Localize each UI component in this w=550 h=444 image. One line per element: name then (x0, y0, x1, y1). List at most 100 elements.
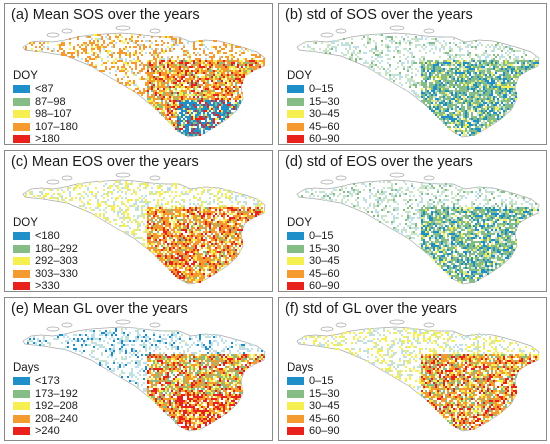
phenology-pixels (303, 34, 539, 136)
island-outline (46, 326, 60, 332)
island-outline (149, 322, 161, 328)
island-outline (115, 25, 131, 31)
legend-item: 15–30 (287, 243, 340, 256)
legend-label: 87–98 (35, 95, 66, 108)
legend-title: DOY (13, 217, 38, 229)
map-std-eos (296, 172, 540, 285)
legend-label: >330 (35, 280, 60, 292)
legend-label: 98–107 (35, 108, 72, 121)
legend-swatch (13, 427, 30, 436)
legend-label: 60–90 (309, 133, 340, 145)
legend: DOY <180 180–292 292–303 303–330 >330 (13, 217, 78, 292)
phenology-pixels (25, 181, 265, 283)
legend-item: >180 (13, 133, 78, 144)
legend-swatch (13, 85, 30, 94)
legend-label: 173–192 (35, 387, 78, 400)
legend-swatch (13, 269, 30, 278)
legend-label: 45–60 (309, 267, 340, 280)
island-outline (423, 175, 435, 181)
legend-item: 15–30 (287, 388, 340, 401)
legend-swatch (287, 427, 304, 436)
legend-swatch (13, 122, 30, 131)
legend: Days 0–15 15–30 30–45 45–60 60–90 (287, 362, 340, 438)
phenology-pixels (299, 328, 539, 430)
panel-std-gl: (f) std of GL over the years Days 0–15 1… (278, 297, 547, 441)
legend-item: 292–303 (13, 255, 78, 268)
legend-title: DOY (287, 217, 312, 229)
legend-label: 292–303 (35, 255, 78, 268)
legend-swatch (287, 377, 304, 386)
panel-title: (f) std of GL over the years (285, 301, 457, 317)
panel-title: (b) std of SOS over the years (285, 7, 473, 23)
panel-title: (a) Mean SOS over the years (11, 7, 200, 23)
legend-label: 60–90 (309, 425, 340, 438)
island-outline (423, 28, 435, 34)
legend-swatch (287, 110, 304, 119)
map-mean-sos (22, 25, 266, 138)
island-outline (335, 175, 347, 181)
phenology-pixels (301, 181, 539, 283)
legend-swatch (287, 122, 304, 131)
legend-swatch (13, 97, 30, 106)
legend: Days <173 173–192 192–208 208–240 >240 (13, 362, 78, 438)
legend-swatch (287, 244, 304, 253)
island-outline (115, 172, 131, 178)
island-outline (423, 322, 435, 328)
legend-item: 30–45 (287, 108, 340, 121)
legend-swatch (13, 389, 30, 398)
legend-item: 60–90 (287, 425, 340, 438)
legend-item: 45–60 (287, 268, 340, 281)
legend-item: 87–98 (13, 96, 78, 109)
legend-swatch (13, 244, 30, 253)
legend-item: 30–45 (287, 255, 340, 268)
legend-label: 303–330 (35, 267, 78, 280)
legend-title: Days (13, 362, 40, 374)
legend-swatch (13, 257, 30, 266)
map-std-gl (296, 319, 540, 432)
panel-title: (d) std of EOS over the years (285, 154, 473, 170)
legend-item: 60–90 (287, 280, 340, 291)
panel-mean-sos: (a) Mean SOS over the years DOY <87 87–9… (4, 3, 273, 145)
island-outline (335, 28, 347, 34)
island-outline (389, 172, 405, 178)
panel-std-eos: (d) std of EOS over the years DOY 0–15 1… (278, 150, 547, 292)
legend: DOY 0–15 15–30 30–45 45–60 60–90 (287, 217, 340, 291)
legend-item: >240 (13, 425, 78, 438)
legend-label: <173 (35, 375, 60, 388)
legend-item: 60–90 (287, 133, 340, 145)
legend-swatch (287, 414, 304, 423)
legend: DOY <87 87–98 98–107 107–180 >180 (13, 70, 78, 144)
legend-item: 0–15 (287, 375, 340, 388)
island-outline (61, 28, 73, 34)
legend-swatch (287, 257, 304, 266)
legend-item: 180–292 (13, 243, 78, 256)
island-outline (61, 322, 73, 328)
legend-swatch (13, 402, 30, 411)
panel-title: (c) Mean EOS over the years (11, 154, 199, 170)
legend-label: <87 (35, 83, 54, 96)
legend-label: 30–45 (309, 108, 340, 121)
legend-swatch (287, 135, 304, 144)
legend-swatch (287, 97, 304, 106)
island-outline (149, 175, 161, 181)
legend-item: 192–208 (13, 400, 78, 413)
panel-title: (e) Mean GL over the years (11, 301, 188, 317)
legend-swatch (13, 282, 30, 291)
legend-swatch (287, 85, 304, 94)
legend-label: 192–208 (35, 400, 78, 413)
legend-item: 15–30 (287, 96, 340, 109)
island-outline (46, 179, 60, 185)
legend-swatch (287, 389, 304, 398)
legend-label: >240 (35, 425, 60, 438)
legend-label: 15–30 (309, 387, 340, 400)
legend-label: 15–30 (309, 95, 340, 108)
map-std-sos (296, 25, 540, 138)
legend-label: 0–15 (309, 375, 334, 388)
legend-label: 30–45 (309, 400, 340, 413)
island-outline (335, 322, 347, 328)
legend-item: 0–15 (287, 83, 340, 96)
legend-swatch (13, 414, 30, 423)
island-outline (46, 32, 60, 38)
island-outline (320, 32, 334, 38)
